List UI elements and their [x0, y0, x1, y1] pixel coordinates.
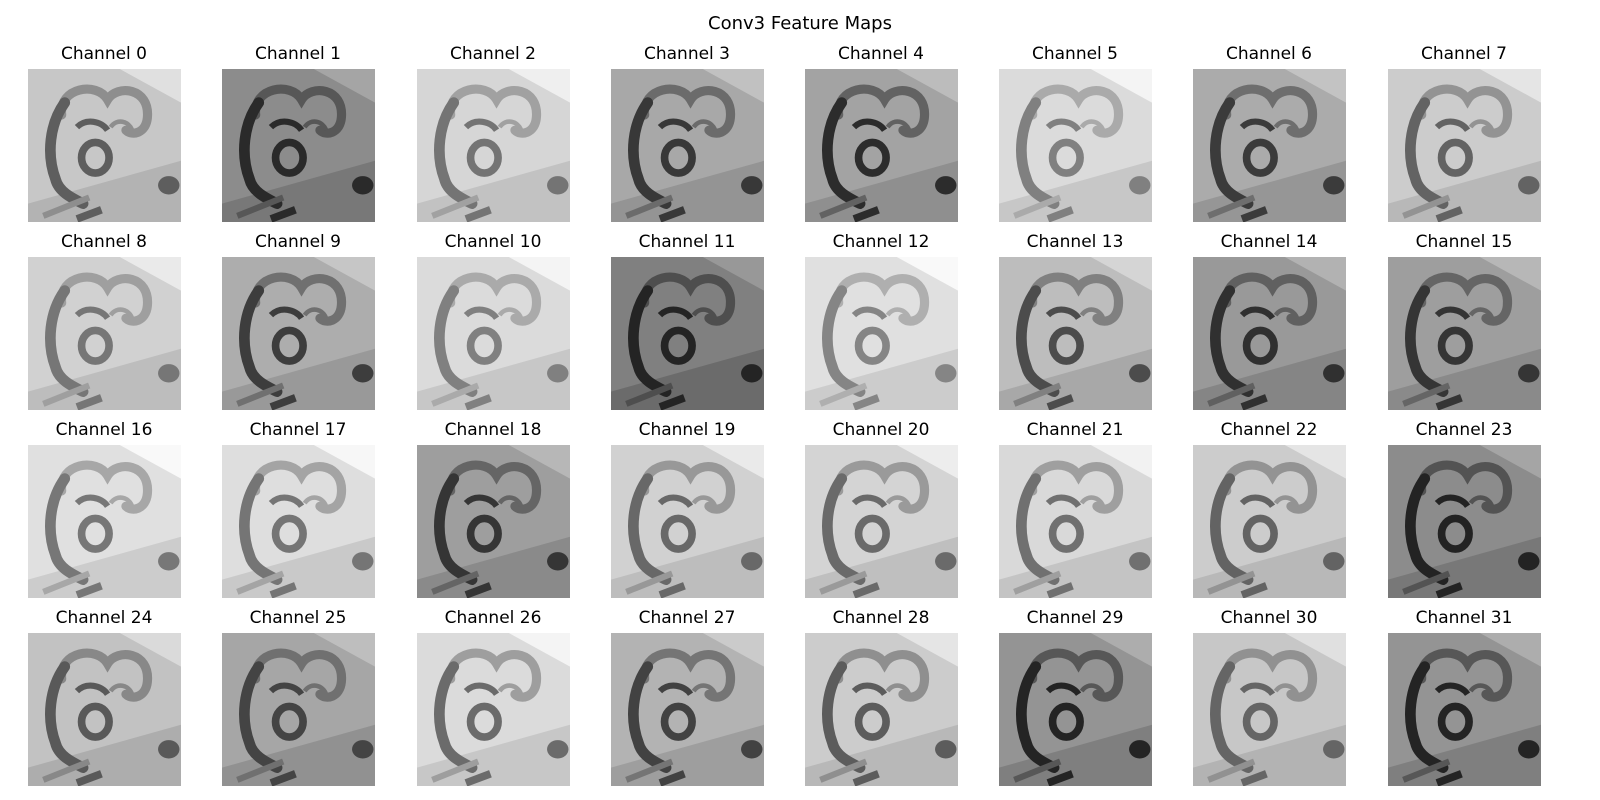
feature-map-image [805, 69, 958, 222]
panel-title: Channel 26 [444, 608, 542, 628]
feature-map-image [805, 257, 958, 410]
feature-map-image [1388, 445, 1541, 598]
panel-title: Channel 6 [1225, 44, 1312, 64]
panel-title: Channel 19 [638, 420, 736, 440]
panel-title: Channel 9 [254, 232, 341, 252]
panel-title: Channel 0 [60, 44, 147, 64]
feature-map-panel: Channel 21 [975, 419, 1175, 599]
feature-map-panel: Channel 27 [587, 607, 787, 787]
feature-map-image [1193, 633, 1346, 786]
panel-title: Channel 1 [254, 44, 341, 64]
panel-title: Channel 30 [1220, 608, 1318, 628]
panel-title: Channel 11 [638, 232, 736, 252]
feature-map-panel: Channel 18 [393, 419, 593, 599]
feature-map-image [28, 69, 181, 222]
feature-map-image [222, 633, 375, 786]
feature-map-panel: Channel 15 [1364, 231, 1564, 411]
feature-map-panel: Channel 29 [975, 607, 1175, 787]
feature-map-image [417, 69, 570, 222]
feature-map-panel: Channel 20 [781, 419, 981, 599]
feature-map-panel: Channel 6 [1169, 43, 1369, 223]
feature-map-image [611, 445, 764, 598]
panel-title: Channel 16 [55, 420, 153, 440]
feature-map-panel: Channel 14 [1169, 231, 1369, 411]
feature-map-image [28, 445, 181, 598]
panel-title: Channel 22 [1220, 420, 1318, 440]
feature-map-image [222, 257, 375, 410]
feature-map-panel: Channel 23 [1364, 419, 1564, 599]
feature-map-image [1388, 69, 1541, 222]
panel-title: Channel 17 [249, 420, 347, 440]
feature-map-image [999, 257, 1152, 410]
panel-title: Channel 10 [444, 232, 542, 252]
feature-map-image [1388, 257, 1541, 410]
feature-map-panel: Channel 31 [1364, 607, 1564, 787]
panel-title: Channel 13 [1026, 232, 1124, 252]
feature-map-image [1193, 257, 1346, 410]
panel-title: Channel 5 [1031, 44, 1118, 64]
feature-map-image [28, 633, 181, 786]
feature-map-panel: Channel 7 [1364, 43, 1564, 223]
feature-map-image [1193, 445, 1346, 598]
panel-title: Channel 12 [832, 232, 930, 252]
feature-map-image [999, 633, 1152, 786]
feature-map-image [805, 445, 958, 598]
feature-map-image [611, 69, 764, 222]
panel-title: Channel 25 [249, 608, 347, 628]
feature-map-panel: Channel 1 [198, 43, 398, 223]
feature-map-panel: Channel 16 [4, 419, 204, 599]
feature-map-image [1388, 633, 1541, 786]
feature-map-panel: Channel 2 [393, 43, 593, 223]
feature-map-panel: Channel 17 [198, 419, 398, 599]
panel-title: Channel 28 [832, 608, 930, 628]
panel-title: Channel 2 [449, 44, 536, 64]
feature-map-panel: Channel 4 [781, 43, 981, 223]
feature-map-image [417, 633, 570, 786]
feature-map-image [222, 69, 375, 222]
panel-title: Channel 20 [832, 420, 930, 440]
feature-map-panel: Channel 11 [587, 231, 787, 411]
panel-title: Channel 3 [643, 44, 730, 64]
feature-map-image [805, 633, 958, 786]
panel-title: Channel 21 [1026, 420, 1124, 440]
panel-title: Channel 23 [1415, 420, 1513, 440]
panel-title: Channel 15 [1415, 232, 1513, 252]
feature-map-panel: Channel 28 [781, 607, 981, 787]
feature-map-image [417, 445, 570, 598]
feature-map-image [611, 257, 764, 410]
panel-title: Channel 8 [60, 232, 147, 252]
feature-map-image [999, 69, 1152, 222]
feature-map-panel: Channel 0 [4, 43, 204, 223]
feature-map-panel: Channel 12 [781, 231, 981, 411]
panel-title: Channel 18 [444, 420, 542, 440]
panel-title: Channel 29 [1026, 608, 1124, 628]
feature-map-panel: Channel 22 [1169, 419, 1369, 599]
panel-title: Channel 4 [837, 44, 924, 64]
feature-map-panel: Channel 8 [4, 231, 204, 411]
panel-title: Channel 7 [1420, 44, 1507, 64]
feature-map-panel: Channel 30 [1169, 607, 1369, 787]
panel-title: Channel 31 [1415, 608, 1513, 628]
feature-map-image [611, 633, 764, 786]
feature-map-panel: Channel 19 [587, 419, 787, 599]
feature-map-image [417, 257, 570, 410]
panel-title: Channel 24 [55, 608, 153, 628]
figure-title: Conv3 Feature Maps [708, 13, 892, 34]
panel-title: Channel 14 [1220, 232, 1318, 252]
feature-map-panel: Channel 26 [393, 607, 593, 787]
feature-map-image [1193, 69, 1346, 222]
feature-map-panel: Channel 9 [198, 231, 398, 411]
feature-map-image [222, 445, 375, 598]
feature-map-image [28, 257, 181, 410]
feature-map-panel: Channel 24 [4, 607, 204, 787]
feature-map-panel: Channel 3 [587, 43, 787, 223]
feature-map-panel: Channel 25 [198, 607, 398, 787]
feature-map-panel: Channel 5 [975, 43, 1175, 223]
feature-map-panel: Channel 10 [393, 231, 593, 411]
feature-map-panel: Channel 13 [975, 231, 1175, 411]
feature-map-image [999, 445, 1152, 598]
panel-title: Channel 27 [638, 608, 736, 628]
